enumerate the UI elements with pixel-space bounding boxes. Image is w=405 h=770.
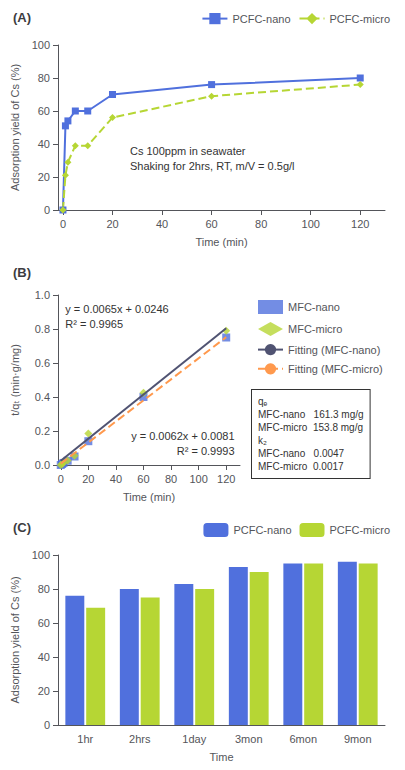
svg-text:PCFC-nano: PCFC-nano (233, 524, 291, 536)
svg-text:Adsorption yield of Cs (%): Adsorption yield of Cs (%) (9, 576, 21, 703)
svg-text:100: 100 (32, 39, 50, 51)
svg-text:Time (min): Time (min) (123, 491, 175, 503)
svg-text:120: 120 (351, 218, 369, 230)
svg-text:20: 20 (82, 473, 94, 485)
svg-text:(B): (B) (13, 265, 31, 280)
svg-text:80: 80 (38, 583, 50, 595)
svg-text:20: 20 (38, 685, 50, 697)
svg-text:MFC-micro: MFC-micro (288, 323, 342, 335)
svg-text:Time: Time (209, 751, 233, 763)
svg-text:40: 40 (38, 138, 50, 150)
svg-text:80: 80 (38, 72, 50, 84)
svg-text:R² = 0.9965: R² = 0.9965 (65, 318, 123, 330)
svg-text:0.2: 0.2 (35, 425, 50, 437)
svg-text:100: 100 (302, 218, 320, 230)
svg-text:0.8: 0.8 (35, 323, 50, 335)
svg-text:0.4: 0.4 (35, 391, 50, 403)
svg-text:3mon: 3mon (235, 733, 263, 745)
svg-text:MFC-micro 153.8 mg/g: MFC-micro 153.8 mg/g (258, 422, 363, 433)
svg-text:0.0: 0.0 (35, 459, 50, 471)
svg-text:0: 0 (44, 719, 50, 731)
svg-text:60: 60 (38, 105, 50, 117)
svg-text:y = 0.0065x + 0.0246: y = 0.0065x + 0.0246 (65, 303, 168, 315)
svg-text:PCFC-micro: PCFC-micro (330, 524, 391, 536)
svg-text:2hrs: 2hrs (129, 733, 151, 745)
svg-text:Time (min): Time (min) (195, 236, 247, 248)
svg-text:Fitting (MFC-nano): Fitting (MFC-nano) (288, 344, 380, 356)
svg-text:1hr: 1hr (77, 733, 93, 745)
svg-text:0: 0 (44, 204, 50, 216)
svg-text:0: 0 (58, 473, 64, 485)
svg-text:0.6: 0.6 (35, 357, 50, 369)
svg-text:Adsorption yield of Cs (%): Adsorption yield of Cs (%) (9, 64, 21, 191)
svg-text:(C): (C) (13, 520, 31, 535)
svg-text:80: 80 (255, 218, 267, 230)
svg-text:80: 80 (165, 473, 177, 485)
svg-text:Cs 100ppm in seawater: Cs 100ppm in seawater (130, 145, 246, 157)
svg-text:Shaking for 2hrs, RT, m/V = 0.: Shaking for 2hrs, RT, m/V = 0.5g/l (130, 160, 295, 172)
svg-text:MFC-micro 0.0017: MFC-micro 0.0017 (258, 461, 344, 472)
svg-text:60: 60 (137, 473, 149, 485)
svg-text:Fitting (MFC-micro): Fitting (MFC-micro) (288, 363, 383, 375)
svg-text:y = 0.0062x + 0.0081: y = 0.0062x + 0.0081 (131, 430, 234, 442)
svg-text:1.0: 1.0 (35, 289, 50, 301)
svg-text:MFC-nano: MFC-nano (288, 301, 340, 313)
svg-text:9mon: 9mon (344, 733, 372, 745)
svg-text:MFC-nano 0.0047: MFC-nano 0.0047 (258, 448, 345, 459)
svg-text:40: 40 (156, 218, 168, 230)
svg-text:PCFC-micro: PCFC-micro (330, 13, 391, 25)
svg-text:0: 0 (60, 218, 66, 230)
svg-text:100: 100 (32, 549, 50, 561)
svg-text:PCFC-nano: PCFC-nano (232, 13, 290, 25)
svg-text:qₑ: qₑ (258, 396, 268, 407)
svg-text:(A): (A) (13, 10, 31, 25)
svg-text:40: 40 (38, 651, 50, 663)
svg-text:100: 100 (189, 473, 207, 485)
svg-text:60: 60 (205, 218, 217, 230)
svg-text:60: 60 (38, 617, 50, 629)
svg-text:120: 120 (217, 473, 235, 485)
svg-text:k₂: k₂ (258, 435, 267, 446)
svg-text:20: 20 (38, 171, 50, 183)
svg-text:R² = 0.9993: R² = 0.9993 (177, 445, 235, 457)
svg-text:MFC-nano 161.3 mg/g: MFC-nano 161.3 mg/g (258, 409, 364, 420)
svg-text:t/qₜ (min·g/mg): t/qₜ (min·g/mg) (9, 344, 21, 416)
svg-text:40: 40 (110, 473, 122, 485)
svg-text:6mon: 6mon (289, 733, 317, 745)
svg-text:20: 20 (106, 218, 118, 230)
svg-text:1day: 1day (182, 733, 206, 745)
